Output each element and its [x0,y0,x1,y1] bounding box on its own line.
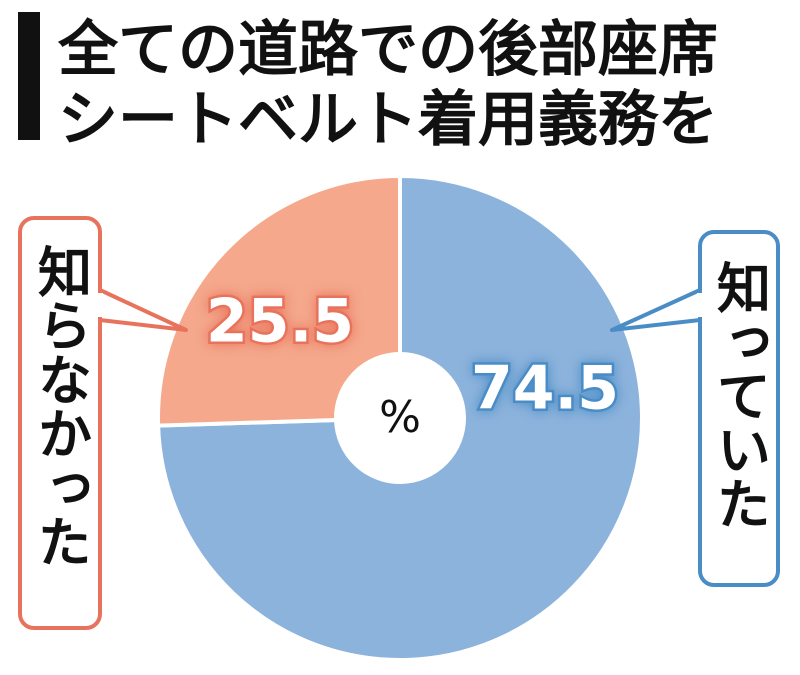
callout-box [698,230,780,587]
callout-box [18,216,102,630]
category-label: 知っていた [708,260,771,530]
value-label: 25.5 [206,287,354,357]
chart-title: シートベルト着用義務を [58,85,718,155]
callout-pointer [610,288,702,332]
chart-title: 全ての道路での後部座席 [57,15,718,85]
title-bar [18,12,40,140]
callout-pointer [98,288,188,332]
unit-label: % [379,392,421,443]
category-label: 知らなかった [29,244,92,568]
value-label: 74.5 [471,354,619,424]
